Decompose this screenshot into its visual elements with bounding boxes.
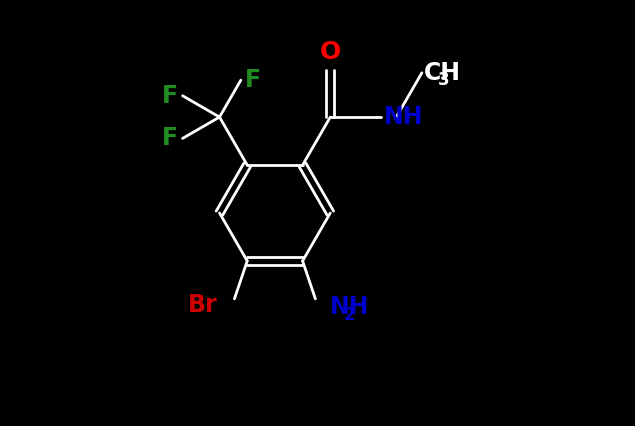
Text: 3: 3 — [438, 71, 449, 89]
Text: NH: NH — [384, 105, 423, 129]
Text: F: F — [245, 68, 261, 92]
Text: O: O — [319, 40, 341, 64]
Text: CH: CH — [424, 61, 461, 85]
Text: F: F — [162, 127, 178, 150]
Text: Br: Br — [188, 293, 217, 317]
Text: 2: 2 — [344, 306, 356, 324]
Text: NH: NH — [330, 295, 370, 320]
Text: F: F — [162, 84, 178, 108]
